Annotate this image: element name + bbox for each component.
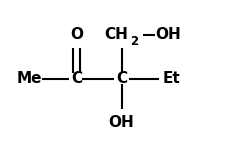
Text: OH: OH xyxy=(155,27,180,42)
Text: 2: 2 xyxy=(130,35,138,48)
Text: C: C xyxy=(116,71,127,86)
Text: Me: Me xyxy=(16,71,42,86)
Text: Et: Et xyxy=(162,71,180,86)
Text: CH: CH xyxy=(104,27,128,42)
Text: O: O xyxy=(70,27,83,42)
Text: OH: OH xyxy=(109,115,134,130)
Text: C: C xyxy=(71,71,82,86)
